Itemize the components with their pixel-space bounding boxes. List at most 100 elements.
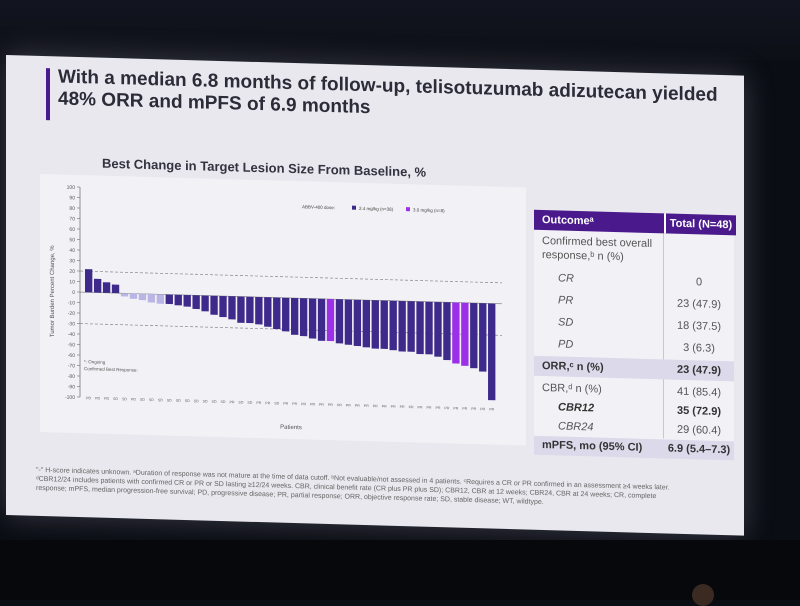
row-value-cr: 0 [664, 275, 734, 289]
section-label: Confirmed best overall response,ᵇ n (%) [542, 234, 660, 265]
bar [112, 285, 119, 294]
table-row-cbr24: CBR24 29 (60.4) [534, 420, 734, 426]
y-tick-label: -90 [68, 384, 75, 390]
y-tick-label: 20 [69, 269, 75, 275]
y-tick-label: 30 [69, 258, 75, 264]
row-label-sd: SD [558, 316, 573, 328]
response-label: PR [427, 406, 432, 410]
row-value-pd: 3 (6.3) [664, 341, 734, 355]
audience-head [692, 584, 714, 606]
y-tick-label: -20 [68, 311, 75, 317]
audience-area [0, 540, 800, 600]
response-label: PR [453, 406, 458, 410]
bar [336, 299, 343, 343]
table-row-cbr12: CBR12 35 (72.9) [534, 401, 734, 407]
row-value-cbr12: 35 (72.9) [664, 404, 734, 418]
y-tick-label: 40 [69, 248, 75, 254]
response-label: PR [373, 404, 378, 408]
bar [121, 293, 128, 296]
annotation-ongoing: *: Ongoing [84, 359, 106, 365]
bar [398, 301, 405, 352]
response-label: SD [122, 397, 127, 401]
bar [130, 293, 137, 298]
response-label: PR [355, 404, 360, 408]
bar [192, 295, 199, 309]
bar [139, 294, 146, 301]
response-label: PR [328, 403, 333, 407]
response-label: PR [229, 400, 234, 404]
bar [94, 279, 101, 293]
response-label: PR [382, 404, 387, 408]
y-tick-label: -50 [68, 342, 75, 348]
response-label: SD [140, 398, 145, 402]
response-label: SD [176, 399, 181, 403]
y-tick-label: 70 [69, 216, 75, 222]
row-label-cbr: CBR,ᵈ n (%) [542, 382, 602, 396]
response-label: PR [346, 403, 351, 407]
response-label: PR [265, 401, 270, 405]
bar [381, 300, 388, 349]
response-label: PR [400, 405, 405, 409]
y-tick-label: -40 [68, 332, 75, 338]
footnotes: "-" H-score indicates unknown. ᵃDuration… [36, 466, 736, 513]
response-label: PR [435, 406, 440, 410]
row-label-pd: PD [558, 338, 573, 350]
bar [390, 301, 397, 351]
y-tick-label: 80 [69, 206, 75, 212]
table-row-section: Confirmed best overall response,ᵇ n (%) [534, 234, 734, 274]
table-row-sd: SD 18 (37.5) [534, 316, 734, 322]
title-accent-bar [46, 68, 50, 120]
response-label: PR [391, 405, 396, 409]
bar [461, 303, 468, 366]
response-label: PR [418, 405, 423, 409]
response-label: SD [149, 398, 154, 402]
row-value-cbr24: 29 (60.4) [664, 423, 734, 437]
y-axis-label: Tumor Burden Percent Change, % [50, 245, 56, 338]
waterfall-chart: 1009080706050403020100-10-20-30-40-50-60… [40, 174, 526, 446]
response-label: SD [158, 398, 163, 402]
bar [201, 295, 208, 311]
bar [264, 297, 271, 327]
row-label-cbr12: CBR12 [558, 401, 594, 414]
bar [228, 296, 235, 319]
row-label-cr: CR [558, 272, 574, 284]
table-header-outcome: Outcomeᵃ [534, 210, 664, 234]
response-label: PR [364, 404, 369, 408]
y-tick-label: -30 [68, 321, 75, 327]
bar [103, 282, 110, 293]
y-tick-label: 0 [72, 290, 75, 296]
bar [175, 295, 182, 306]
bar [184, 295, 191, 307]
y-tick-label: -80 [68, 374, 75, 380]
response-label: PR [283, 402, 288, 406]
response-label: PD [131, 397, 136, 401]
response-label: PR [409, 405, 414, 409]
y-tick-label: -100 [65, 395, 75, 401]
row-label-pr: PR [558, 294, 573, 306]
projection-background [0, 0, 800, 60]
legend-title: ABBV-400 dose: [302, 204, 335, 210]
response-label: SD [113, 397, 118, 401]
bar [327, 299, 334, 341]
response-label: SD [274, 401, 279, 405]
response-label: SD [221, 400, 226, 404]
y-tick-label: 90 [69, 195, 75, 201]
table-row-mpfs: mPFS, mo (95% CI) 6.9 (5.4–7.3) [534, 436, 734, 461]
row-value-sd: 18 (37.5) [664, 319, 734, 333]
bar [300, 298, 307, 336]
response-label: SD [194, 399, 199, 403]
legend-label: 2.4 mg/kg (n=38) [359, 206, 394, 212]
response-label: PD [95, 396, 100, 400]
bar [255, 297, 262, 325]
response-label: SD [238, 400, 243, 404]
bar [372, 300, 379, 349]
bar [148, 294, 155, 303]
bar [434, 302, 441, 357]
row-label-mpfs: mPFS, mo (95% CI) [542, 436, 642, 458]
bar [470, 303, 477, 368]
bar [157, 294, 164, 304]
response-label: PR [444, 406, 449, 410]
presentation-slide: With a median 6.8 months of follow-up, t… [6, 55, 744, 536]
bar [416, 301, 423, 354]
